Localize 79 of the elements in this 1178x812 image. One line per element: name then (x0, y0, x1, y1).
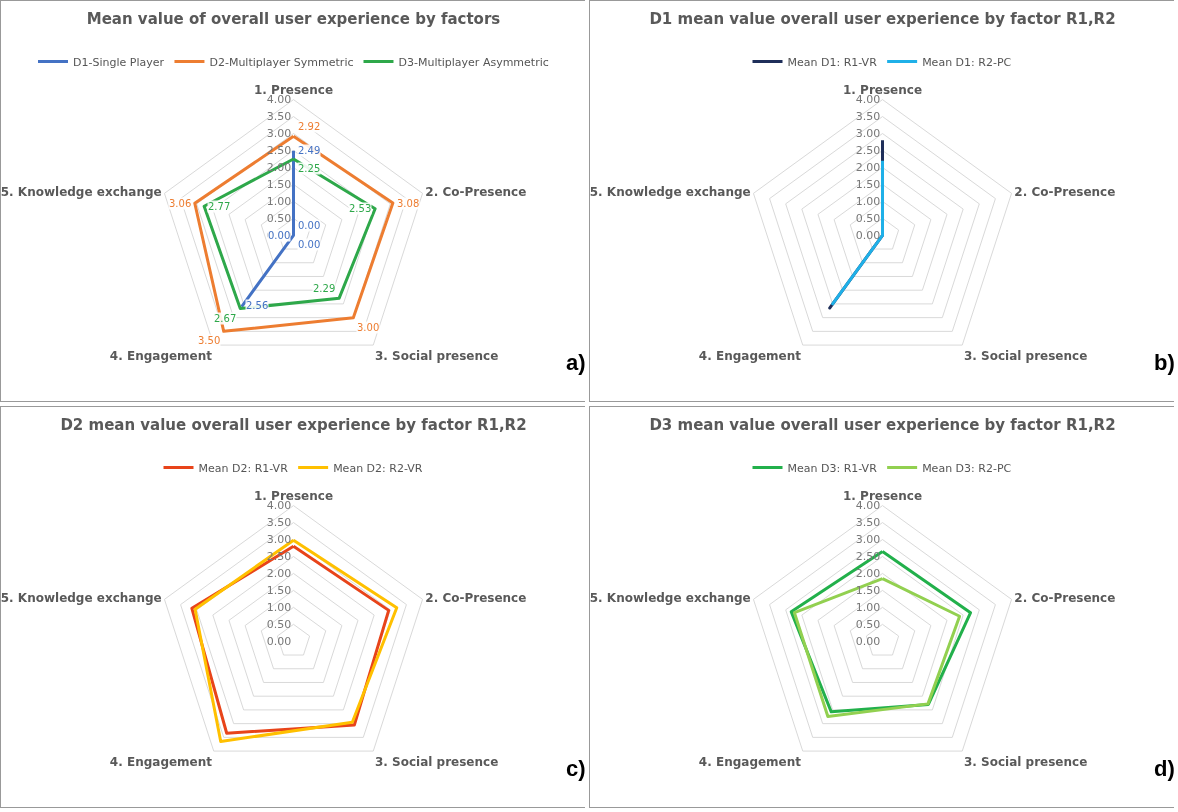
y-tick-label: 0.50 (266, 211, 292, 225)
data-label: 0.00 (298, 220, 321, 231)
legend-label: D3-Multiplayer Asymmetric (398, 55, 549, 69)
y-tick-label: 3.00 (855, 533, 881, 547)
spoke-label: 3. Social presence (963, 754, 1088, 769)
chart-title: Mean value of overall user experience by factors (86, 9, 501, 28)
y-tick-label: 2.50 (855, 144, 881, 158)
text: b) (1154, 350, 1175, 375)
y-tick-label: 4.00 (266, 499, 292, 513)
y-tick-label: 0.50 (855, 211, 881, 225)
spoke-label: 5. Knowledge exchange (589, 590, 751, 605)
spoke-label: 3. Social presence (963, 348, 1088, 363)
y-tick-label: 3.50 (266, 110, 292, 124)
text: d) (1154, 756, 1175, 781)
legend-label: Mean D2: R1-VR (198, 461, 289, 475)
y-tick-label: 3.50 (855, 516, 881, 530)
legend-label: Mean D2: R2-VR (333, 461, 423, 475)
chart-title: D1 mean value overall user experience by factor R1,R2 (649, 9, 1116, 28)
y-tick-label: 4.00 (855, 499, 881, 513)
y-tick-label: 1.00 (855, 600, 881, 614)
y-tick-label: 2.00 (855, 161, 881, 175)
data-label: 3.50 (198, 335, 221, 346)
y-tick-label: 3.50 (855, 110, 881, 124)
y-tick-label: 0.00 (266, 634, 292, 648)
spoke-label: 3. Social presence (374, 348, 499, 363)
spoke-label: 4. Engagement (698, 754, 802, 769)
legend-label: Mean D3: R2-PC (922, 461, 1012, 475)
text: a) (566, 350, 586, 375)
data-label: 0.00 (298, 239, 321, 250)
data-label: 2.67 (214, 313, 237, 324)
legend-label: Mean D3: R1-VR (787, 461, 878, 475)
y-tick-label: 3.00 (266, 127, 292, 141)
text: c) (566, 756, 586, 781)
spoke-label: 4. Engagement (109, 754, 213, 769)
y-tick-label: 1.50 (855, 177, 881, 191)
data-label: 2.29 (313, 283, 336, 294)
spoke-label: 2. Co-Presence (1014, 590, 1116, 605)
chart-title: D3 mean value overall user experience by factor R1,R2 (649, 415, 1116, 434)
y-tick-label: 0.50 (266, 617, 292, 631)
data-label: 2.56 (246, 300, 269, 311)
y-tick-label: 0.00 (266, 228, 292, 242)
data-label: 2.92 (298, 121, 321, 132)
spoke-label: 4. Engagement (698, 348, 802, 363)
data-label: 3.08 (397, 198, 420, 209)
data-label: 2.25 (298, 163, 321, 174)
y-tick-label: 3.00 (266, 533, 292, 547)
spoke-label: 2. Co-Presence (425, 590, 527, 605)
spoke-label: 4. Engagement (109, 348, 213, 363)
y-tick-label: 0.00 (855, 228, 881, 242)
y-tick-label: 1.00 (855, 194, 881, 208)
data-label: 2.53 (349, 203, 372, 214)
spoke-label: 5. Knowledge exchange (0, 590, 162, 605)
y-tick-label: 2.00 (855, 567, 881, 581)
data-label: 3.00 (357, 322, 380, 333)
y-tick-label: 1.50 (855, 583, 881, 597)
y-tick-label: 4.00 (266, 93, 292, 107)
spoke-label: 5. Knowledge exchange (589, 184, 751, 199)
spoke-label: 5. Knowledge exchange (0, 184, 162, 199)
chart-title: D2 mean value overall user experience by factor R1,R2 (60, 415, 527, 434)
spoke-label: 2. Co-Presence (425, 184, 527, 199)
data-label: 2.77 (208, 201, 231, 212)
y-tick-label: 2.00 (266, 567, 292, 581)
data-label: 2.49 (298, 145, 321, 156)
data-label: 3.06 (169, 198, 192, 209)
legend-label: Mean D1: R2-PC (922, 55, 1012, 69)
y-tick-label: 0.50 (855, 617, 881, 631)
y-tick-label: 3.50 (266, 516, 292, 530)
spoke-label: 3. Social presence (374, 754, 499, 769)
y-tick-label: 1.50 (266, 177, 292, 191)
legend-label: D2-Multiplayer Symmetric (209, 55, 354, 69)
y-tick-label: 1.50 (266, 583, 292, 597)
spoke-label: 2. Co-Presence (1014, 184, 1116, 199)
y-tick-label: 1.00 (266, 600, 292, 614)
y-tick-label: 1.00 (266, 194, 292, 208)
legend-label: Mean D1: R1-VR (787, 55, 878, 69)
y-tick-label: 3.00 (855, 127, 881, 141)
y-tick-label: 0.00 (855, 634, 881, 648)
legend-label: D1-Single Player (73, 55, 165, 69)
y-tick-label: 4.00 (855, 93, 881, 107)
